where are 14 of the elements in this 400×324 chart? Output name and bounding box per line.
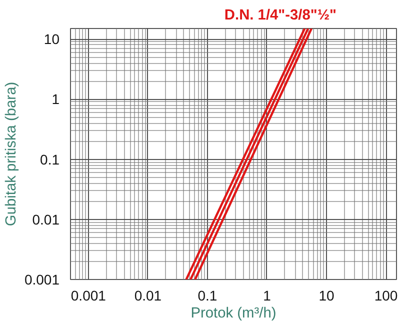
chart-title: D.N. 1/4"-3/8"½"	[224, 8, 337, 24]
x-tick-label: 10	[318, 288, 334, 304]
x-tick-label: 0.01	[134, 288, 162, 304]
y-axis-title: Gubitak pritiska (bara)	[3, 82, 20, 226]
x-tick-label: 1	[263, 288, 272, 304]
y-tick-label: 10	[44, 31, 60, 48]
y-tick-label: 0.001	[24, 272, 60, 288]
x-tick-label: 0.001	[70, 288, 106, 304]
x-tick-label: 100	[374, 288, 398, 304]
x-tick-label: 0.1	[198, 288, 218, 304]
x-axis-title: Protok (m³/h)	[190, 306, 276, 322]
y-tick-label: 0.01	[32, 211, 60, 228]
y-tick-label: 1	[52, 91, 60, 108]
y-tick-label: 0.1	[40, 151, 60, 168]
